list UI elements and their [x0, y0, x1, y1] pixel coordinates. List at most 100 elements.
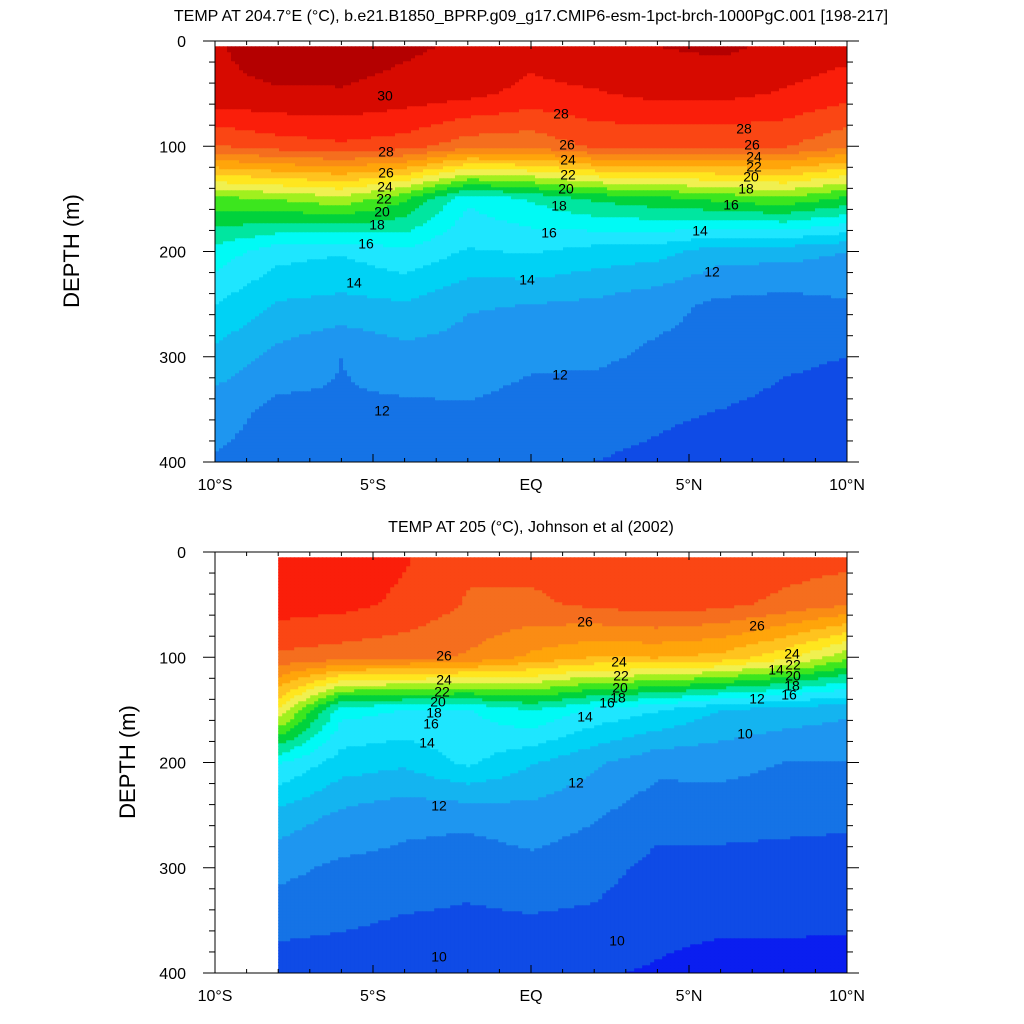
contour-fill-cell [251, 79, 256, 83]
contour-fill-cell [223, 82, 228, 86]
contour-fill-cell [447, 94, 452, 98]
contour-fill-cell [623, 58, 628, 62]
contour-fill-cell [659, 64, 664, 68]
contour-fill-cell [503, 73, 508, 77]
contour-fill-cell [763, 94, 768, 98]
contour-fill-cell [523, 73, 528, 77]
contour-fill-cell [663, 91, 668, 95]
contour-fill-cell [343, 73, 348, 77]
contour-fill-cell [379, 85, 384, 89]
contour-fill-cell [795, 61, 800, 65]
contour-fill-cell [359, 67, 364, 71]
contour-fill-cell [287, 73, 292, 77]
contour-fill-cell [219, 94, 224, 98]
contour-fill-cell [531, 55, 536, 59]
contour-fill-cell [643, 55, 648, 59]
contour-fill-cell [443, 49, 448, 53]
contour-fill-cell [543, 82, 548, 86]
contour-fill-cell [287, 58, 292, 62]
contour-fill-cell [335, 67, 340, 71]
contour-fill-cell [627, 67, 632, 71]
contour-fill-cell [743, 58, 748, 62]
contour-fill-cell [275, 67, 280, 71]
contour-fill-cell [391, 70, 396, 74]
contour-fill-cell [807, 76, 812, 80]
contour-fill-cell [767, 58, 772, 62]
contour-fill-cell [455, 58, 460, 62]
contour-fill-cell [619, 49, 624, 53]
contour-fill-cell [795, 79, 800, 83]
contour-fill-cell [463, 58, 468, 62]
contour-fill-cell [315, 58, 320, 62]
contour-fill-cell [395, 85, 400, 89]
contour-fill-cell [683, 49, 688, 53]
contour-fill-cell [275, 55, 280, 59]
contour-fill-cell [811, 70, 816, 74]
contour-fill-cell [751, 70, 756, 74]
contour-fill-cell [743, 46, 748, 50]
contour-fill-cell [643, 58, 648, 62]
contour-fill-cell [739, 88, 744, 92]
contour-fill-cell [343, 79, 348, 83]
contour-fill-cell [711, 73, 716, 77]
contour-fill-cell [579, 85, 584, 89]
contour-fill-cell [435, 85, 440, 89]
contour-fill-cell [239, 55, 244, 59]
contour-fill-cell [767, 85, 772, 89]
contour-fill-cell [311, 88, 316, 92]
contour-fill-cell [407, 82, 412, 86]
contour-fill-cell [231, 79, 236, 83]
contour-fill-cell [807, 82, 812, 86]
contour-fill-cell [843, 55, 847, 59]
contour-fill-cell [703, 70, 708, 74]
contour-fill-cell [683, 67, 688, 71]
contour-fill-cell [811, 55, 816, 59]
contour-fill-cell [363, 91, 368, 95]
contour-fill-cell [663, 58, 668, 62]
contour-fill-cell [795, 64, 800, 68]
contour-fill-cell [247, 55, 252, 59]
contour-fill-cell [367, 64, 372, 68]
contour-fill-cell [475, 82, 480, 86]
contour-fill-cell [355, 58, 360, 62]
contour-fill-cell [687, 94, 692, 98]
contour-fill-cell [263, 79, 268, 83]
contour-fill-cell [495, 58, 500, 62]
contour-fill-cell [367, 49, 372, 53]
contour-fill-cell [515, 61, 520, 65]
contour-fill-cell [671, 76, 676, 80]
contour-fill-cell [415, 52, 420, 56]
contour-fill-cell [419, 73, 424, 77]
contour-fill-cell [659, 88, 664, 92]
contour-fill-cell [835, 79, 840, 83]
contour-fill-cell [479, 88, 484, 92]
contour-fill-cell [687, 49, 692, 53]
contour-fill-cell [763, 88, 768, 92]
contour-fill-cell [311, 79, 316, 83]
contour-fill-cell [839, 49, 844, 53]
contour-fill-cell [463, 61, 468, 65]
contour-fill-cell [623, 49, 628, 53]
contour-fill-cell [483, 76, 488, 80]
contour-fill-cell [495, 46, 500, 50]
contour-fill-cell [335, 97, 340, 101]
contour-fill-cell [763, 91, 768, 95]
contour-fill-cell [767, 94, 772, 98]
contour-fill-cell [439, 76, 444, 80]
contour-fill-cell [787, 79, 792, 83]
contour-fill-cell [667, 76, 672, 80]
contour-fill-cell [503, 94, 508, 98]
contour-fill-cell [751, 76, 756, 80]
contour-fill-cell [359, 76, 364, 80]
contour-fill-cell [743, 82, 748, 86]
contour-fill-cell [739, 94, 744, 98]
contour-fill-cell [339, 88, 344, 92]
contour-fill-cell [843, 46, 847, 50]
contour-fill-cell [435, 58, 440, 62]
contour-fill-cell [243, 94, 248, 98]
contour-fill-cell [223, 94, 228, 98]
contour-fill-cell [759, 85, 764, 89]
contour-fill-cell [411, 70, 416, 74]
contour-fill-cell [735, 79, 740, 83]
contour-fill-cell [291, 73, 296, 77]
